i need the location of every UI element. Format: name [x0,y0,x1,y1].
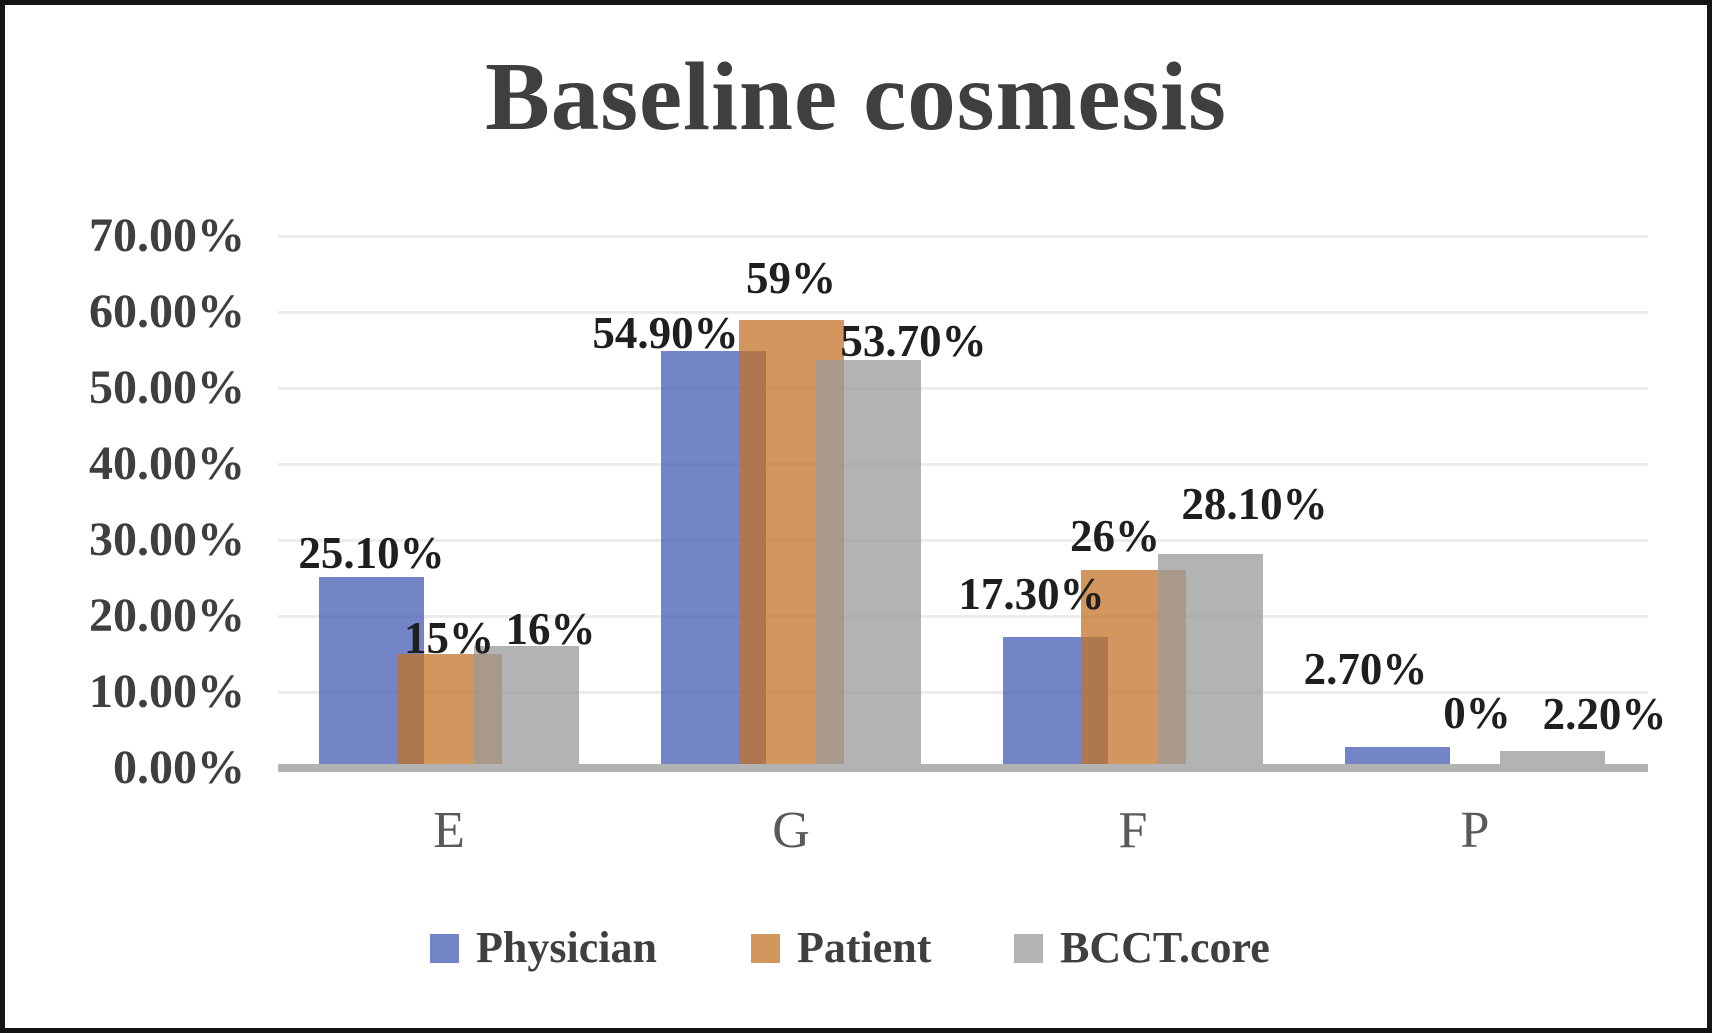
y-axis-tick-label: 30.00% [89,513,245,566]
legend-swatch-patient [751,933,780,963]
legend-swatch-physician [430,933,459,963]
legend-label-physician: Physician [476,923,657,972]
data-label-bcct.core-F: 28.10% [1181,479,1328,530]
data-label-bcct.core-P: 2.20% [1542,689,1667,740]
y-axis-tick-label: 10.00% [89,665,245,718]
category-label-g: G [772,802,810,859]
data-label-patient-E: 15% [404,613,494,663]
data-label-patient-P: 0% [1443,688,1511,738]
y-axis-tick-label: 60.00% [89,285,245,338]
bar-bcct.core-P [1500,751,1605,768]
data-label-patient-F: 26% [1070,511,1160,562]
bar-bcct.core-E [474,646,579,768]
y-axis-tick-label: 70.00% [89,209,245,262]
data-label-bcct.core-G: 53.70% [840,315,987,366]
bar-physician-P [1345,747,1450,768]
y-axis-tick-label: 40.00% [89,437,245,490]
category-label-p: P [1460,802,1490,859]
category-label-e: E [433,802,465,859]
gridline-60 [278,310,1648,314]
y-axis-tick-label: 20.00% [89,589,245,642]
gridline-70 [278,234,1648,238]
gridline-50 [278,386,1648,390]
legend-item-bcct.core: BCCT.core [1014,925,1270,971]
gridline-20 [278,614,1648,618]
gridline-10 [278,690,1648,694]
legend-label-patient: Patient [797,923,932,972]
x-axis-line [278,764,1648,772]
data-label-patient-G: 59% [746,252,836,303]
gridline-30 [278,538,1648,542]
data-label-physician-P: 2.70% [1303,644,1428,695]
category-label-f: F [1118,802,1148,859]
gridline-40 [278,462,1648,466]
data-label-physician-E: 25.10% [298,528,445,579]
y-axis-tick-label: 50.00% [89,361,245,414]
legend-item-patient: Patient [751,925,931,971]
y-axis-tick-label: 0.00% [113,741,245,794]
data-label-bcct.core-E: 16% [505,604,596,655]
legend-label-bcct.core: BCCT.core [1060,923,1270,972]
bar-bcct.core-G [816,359,921,768]
chart-title: Baseline cosmesis [485,43,1227,150]
data-label-physician-G: 54.90% [592,307,739,358]
bar-bcct.core-F [1158,554,1263,768]
legend-item-physician: Physician [430,925,657,971]
data-label-physician-F: 17.30% [958,568,1105,619]
legend-swatch-bcct.core [1014,933,1043,963]
